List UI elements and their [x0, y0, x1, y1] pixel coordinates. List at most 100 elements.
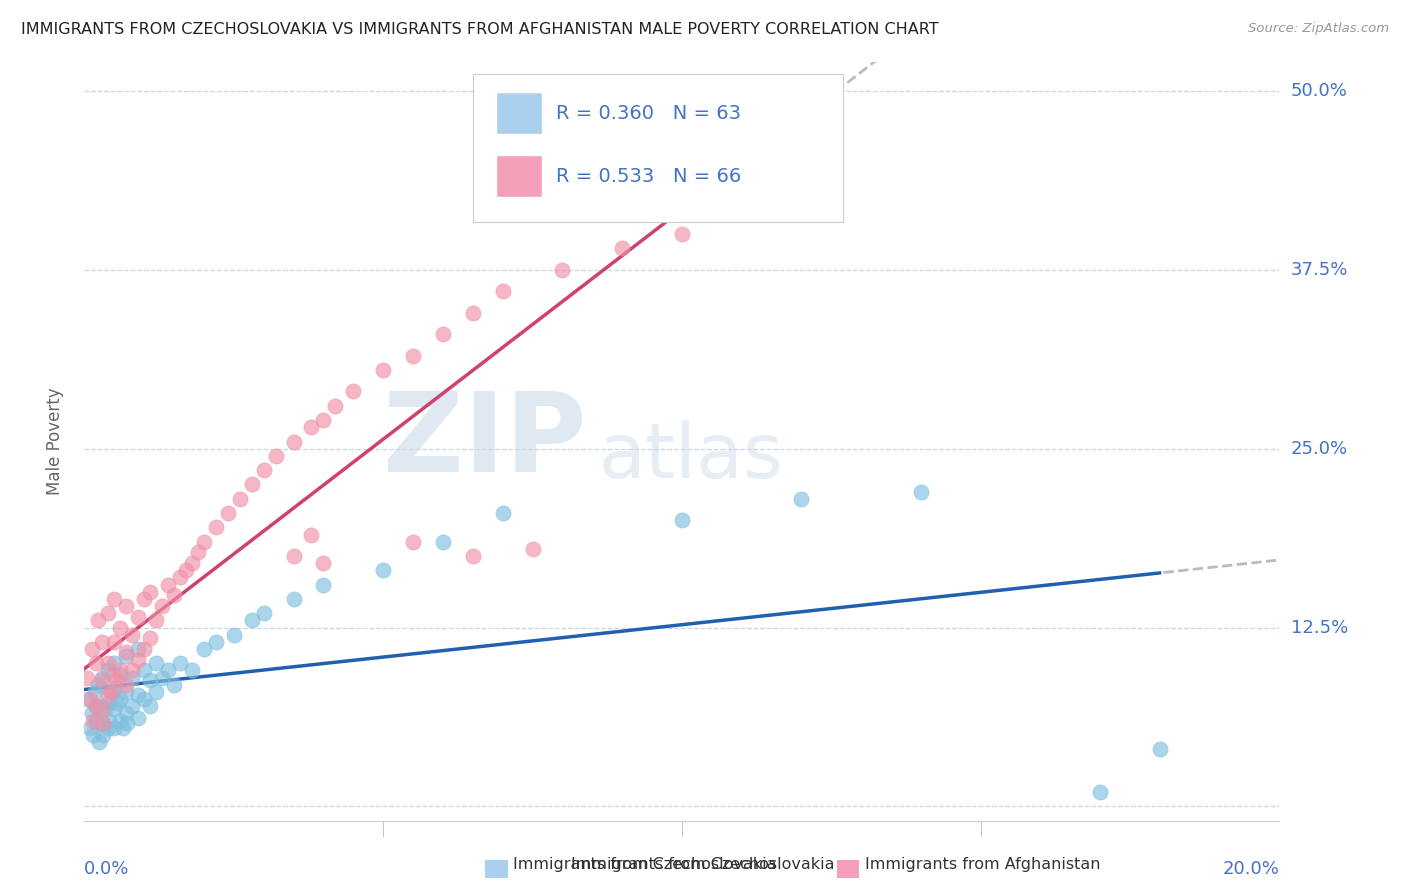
Point — [97, 664, 120, 678]
Point — [139, 699, 162, 714]
Point — [91, 673, 114, 688]
Point — [205, 520, 228, 534]
Point — [671, 513, 693, 527]
Point — [84, 685, 107, 699]
Text: 0.0%: 0.0% — [84, 860, 129, 878]
Point — [103, 635, 125, 649]
Point — [76, 671, 98, 685]
Point — [121, 628, 143, 642]
Point — [373, 363, 395, 377]
Point — [139, 584, 162, 599]
Point — [110, 692, 132, 706]
Text: 12.5%: 12.5% — [1291, 618, 1348, 637]
Point — [283, 591, 305, 606]
Text: Immigrants from Afghanistan: Immigrants from Afghanistan — [865, 857, 1099, 872]
Point — [132, 591, 156, 606]
Point — [127, 642, 149, 657]
Point — [264, 449, 287, 463]
Point — [86, 699, 108, 714]
Point — [86, 714, 108, 728]
Point — [139, 631, 162, 645]
Point — [312, 556, 335, 570]
Point — [174, 563, 197, 577]
Point — [139, 673, 162, 688]
Point — [253, 606, 276, 620]
Point — [373, 563, 395, 577]
Point — [222, 628, 245, 642]
Point — [115, 645, 138, 659]
Point — [301, 420, 323, 434]
Point — [492, 506, 515, 520]
Point — [671, 227, 693, 241]
Point — [205, 635, 228, 649]
Point — [132, 692, 156, 706]
Point — [103, 681, 125, 696]
Text: IMMIGRANTS FROM CZECHOSLOVAKIA VS IMMIGRANTS FROM AFGHANISTAN MALE POVERTY CORRE: IMMIGRANTS FROM CZECHOSLOVAKIA VS IMMIGR… — [21, 22, 939, 37]
Point — [187, 544, 209, 558]
Text: 50.0%: 50.0% — [1291, 82, 1347, 100]
Point — [240, 613, 263, 627]
Point — [432, 327, 454, 342]
Point — [181, 664, 204, 678]
Text: ZIP: ZIP — [382, 388, 586, 495]
Point — [910, 484, 932, 499]
Point — [522, 541, 544, 556]
Point — [461, 549, 484, 563]
Point — [253, 463, 276, 477]
Point — [97, 657, 120, 671]
Point — [1090, 785, 1112, 799]
Point — [145, 657, 167, 671]
Point — [181, 556, 204, 570]
Point — [402, 349, 425, 363]
Point — [91, 635, 114, 649]
Point — [115, 599, 138, 613]
Point — [105, 673, 128, 688]
Point — [93, 716, 115, 731]
Point — [98, 714, 121, 728]
Point — [110, 620, 132, 634]
Point — [132, 664, 156, 678]
Text: R = 0.360   N = 63: R = 0.360 N = 63 — [557, 104, 741, 123]
Point — [461, 306, 484, 320]
Point — [93, 728, 115, 742]
Point — [132, 642, 156, 657]
Point — [283, 434, 305, 449]
Point — [79, 692, 101, 706]
Point — [110, 664, 132, 678]
Point — [127, 688, 149, 702]
Text: R = 0.533   N = 66: R = 0.533 N = 66 — [557, 167, 742, 186]
Point — [127, 653, 149, 667]
Text: Immigrants from Czechoslovakia: Immigrants from Czechoslovakia — [513, 857, 776, 872]
Text: 37.5%: 37.5% — [1291, 260, 1348, 279]
Point — [150, 671, 173, 685]
Point — [312, 413, 335, 427]
Point — [283, 549, 305, 563]
Point — [342, 384, 364, 399]
Point — [89, 735, 111, 749]
Point — [103, 657, 125, 671]
Point — [105, 696, 128, 710]
Point — [115, 649, 138, 664]
Point — [86, 699, 108, 714]
Point — [157, 664, 180, 678]
Point — [150, 599, 173, 613]
Point — [80, 706, 103, 721]
Point — [80, 642, 103, 657]
Point — [82, 728, 104, 742]
Point — [86, 613, 108, 627]
Point — [97, 606, 120, 620]
Point — [301, 527, 323, 541]
Point — [127, 711, 149, 725]
Point — [103, 702, 125, 716]
Point — [112, 721, 135, 735]
Point — [217, 506, 239, 520]
Point — [325, 399, 347, 413]
Point — [86, 678, 108, 692]
Text: 25.0%: 25.0% — [1291, 440, 1348, 458]
Point — [121, 699, 143, 714]
Point — [402, 534, 425, 549]
Point — [115, 678, 138, 692]
Point — [86, 657, 108, 671]
Point — [94, 702, 117, 716]
Point — [157, 577, 180, 591]
